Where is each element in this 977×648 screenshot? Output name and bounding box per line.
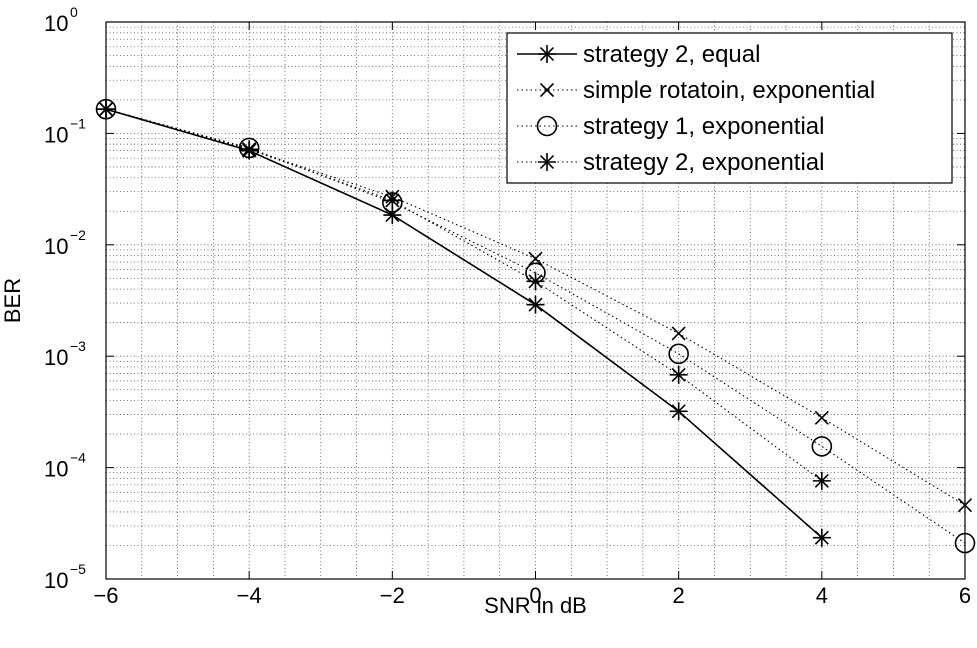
series-2-point — [671, 326, 686, 341]
legend: strategy 2, equal simple rotatoin, expone… — [506, 32, 953, 184]
x-tick-label: −2 — [380, 583, 405, 608]
x-axis-label: SNR in dB — [484, 593, 587, 618]
legend-marker-1 — [538, 45, 556, 63]
series-4-line — [105, 108, 823, 482]
y-tick-label-exponent: 0 — [70, 4, 78, 20]
x-tick-label: 2 — [673, 583, 685, 608]
y-tick-label-base: 10 — [44, 234, 68, 259]
y-tick-label-exponent: −4 — [70, 450, 86, 466]
series-1-line — [105, 108, 823, 539]
y-tick-label-base: 10 — [44, 345, 68, 370]
x-tick-label: 6 — [959, 583, 971, 608]
legend-label-4: strategy 2, exponential — [583, 149, 825, 176]
series-3-point — [668, 343, 689, 365]
y-tick-label-exponent: −2 — [70, 227, 86, 243]
y-tick-label: 10 −4 — [44, 450, 86, 482]
y-tick-label-base: 10 — [44, 457, 68, 482]
legend-marker-3 — [536, 115, 558, 137]
series-4-point — [669, 365, 688, 384]
y-tick-label: 10 −3 — [44, 338, 86, 370]
y-tick-label-base: 10 — [44, 568, 68, 593]
y-tick-label: 10 0 — [44, 4, 78, 36]
y-tick-label-base: 10 — [44, 11, 68, 36]
series-1-point — [812, 528, 831, 547]
y-tick-label: 10 −1 — [44, 115, 86, 147]
y-tick-label: 10 −2 — [44, 227, 86, 259]
y-tick-label: 10 −5 — [44, 561, 86, 593]
x-tick-label: −6 — [93, 583, 118, 608]
series-markers — [95, 98, 976, 554]
series-2-point — [528, 251, 543, 266]
series-4-point — [383, 191, 402, 210]
series-3-point — [811, 436, 833, 457]
legend-box — [506, 32, 953, 184]
y-tick-label-exponent: −5 — [70, 561, 86, 577]
series-1-point — [669, 402, 688, 421]
y-tick-label-exponent: −3 — [70, 338, 86, 354]
y-tick-label-exponent: −1 — [70, 115, 86, 131]
legend-label-1: strategy 2, equal — [583, 41, 760, 68]
x-tick-label: 0 — [529, 583, 541, 608]
legend-label-2: simple rotatoin, exponential — [583, 77, 875, 104]
axis-ticks — [105, 21, 966, 580]
legend-label-3: strategy 1, exponential — [583, 113, 825, 140]
series-2-point — [814, 410, 829, 425]
series-4-point — [526, 272, 545, 291]
legend-marker-4 — [538, 153, 556, 171]
y-tick-label-base: 10 — [44, 122, 68, 147]
series-1-point — [526, 295, 545, 314]
x-tick-label: −4 — [237, 583, 262, 608]
x-tick-label: 4 — [816, 583, 828, 608]
series-4-point — [812, 471, 831, 490]
y-axis-label: BER — [0, 278, 25, 323]
series-4-point — [240, 140, 259, 159]
legend-marker-2 — [539, 82, 555, 98]
